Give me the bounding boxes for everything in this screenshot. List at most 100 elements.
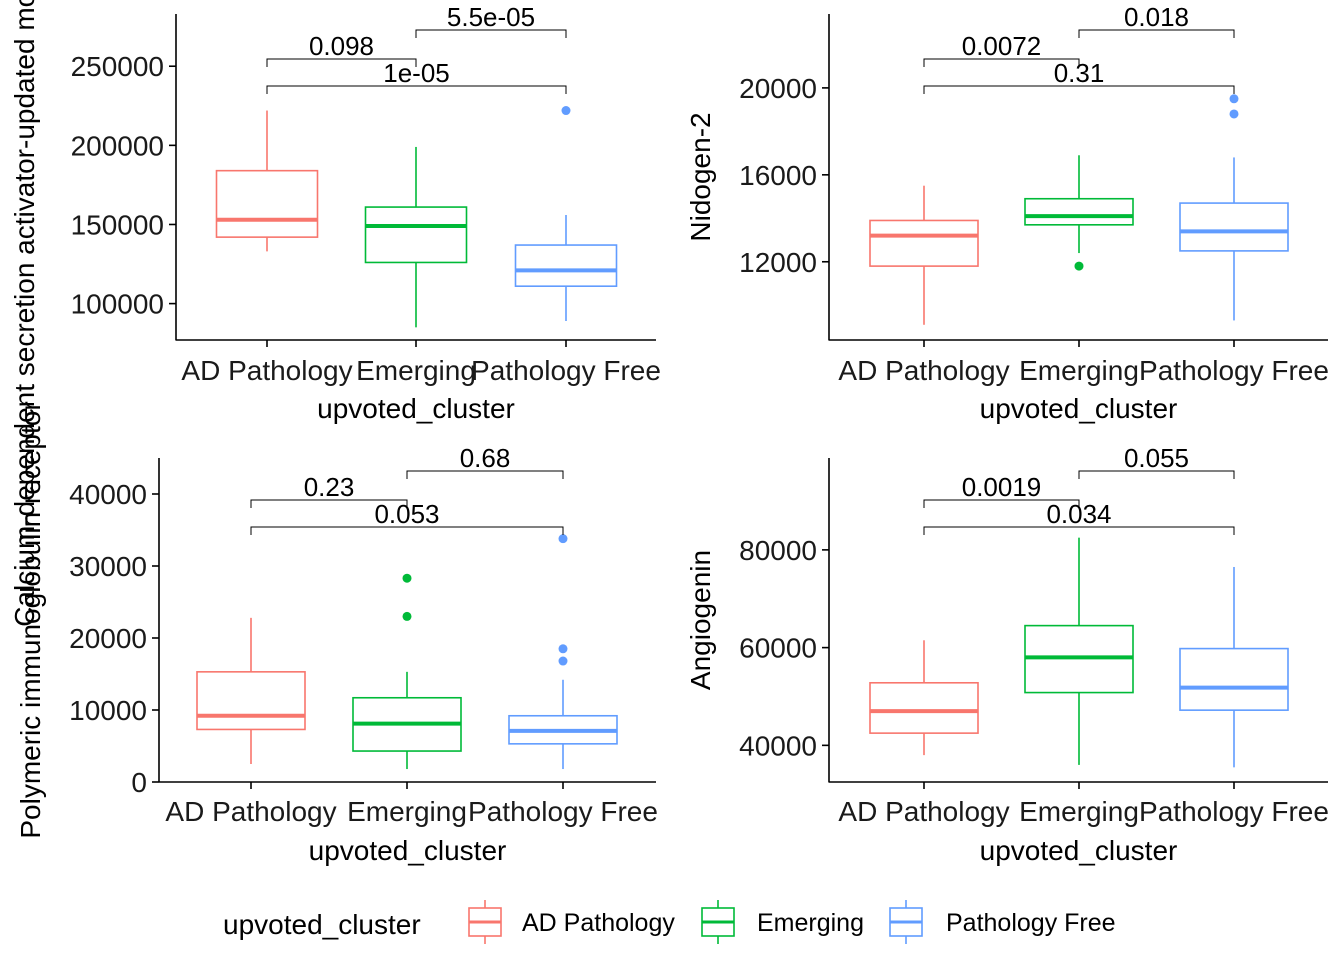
p-value-label: 0.31	[1054, 58, 1105, 88]
legend-label: Emerging	[757, 909, 864, 937]
comparison-emerging-vs-pathology-free: 0.055	[1078, 443, 1235, 479]
box-emerging	[1024, 537, 1134, 765]
x-tick-label-emerging: Emerging	[347, 796, 467, 827]
legend-label: AD Pathology	[522, 909, 675, 937]
y-tick-label: 150000	[71, 209, 164, 240]
bracket	[250, 499, 408, 508]
outlier-point	[1229, 94, 1239, 104]
outlier-point	[558, 644, 568, 654]
bracket	[415, 29, 567, 38]
box-pathology-free	[508, 534, 618, 770]
bracket	[266, 58, 417, 67]
y-axis-title: Angiogenin	[685, 550, 716, 690]
outlier-point	[561, 106, 571, 116]
x-axis-title: upvoted_cluster	[309, 835, 507, 866]
box-ad-pathology	[196, 617, 306, 764]
x-axis-title: upvoted_cluster	[980, 835, 1178, 866]
p-value-label: 1e-05	[383, 58, 450, 88]
comparison-emerging-vs-pathology-free: 0.68	[406, 443, 564, 479]
panel-4: 40000 60000 80000 AD Pathology Emerging Patho…	[685, 443, 1329, 866]
y-tick-label: 10000	[69, 695, 147, 726]
box-pathology-free	[514, 106, 618, 322]
comparison-ad-pathology-vs-pathology-free: 0.034	[923, 499, 1235, 535]
y-tick-label: 16000	[739, 160, 817, 191]
outlier-point	[402, 573, 412, 583]
panel-3: 0 10000 20000 30000 40000 AD Pathology Emergin…	[15, 401, 658, 866]
outlier-point	[402, 611, 412, 621]
comparison-ad-pathology-vs-emerging: 0.23	[250, 472, 408, 508]
legend-title: upvoted_cluster	[223, 909, 421, 940]
x-tick-label-pathology-free: Pathology Free	[468, 796, 658, 827]
box-pathology-free	[1179, 94, 1289, 321]
comparison-emerging-vs-pathology-free: 0.018	[1078, 2, 1235, 38]
y-tick-label: 20000	[739, 73, 817, 104]
y-tick-label: 100000	[71, 289, 164, 320]
box-emerging	[364, 146, 468, 328]
panel-1: 100000 150000 200000 250000 AD Pathology Emer…	[9, 0, 661, 627]
bracket	[250, 526, 564, 535]
legend-item-ad-pathology: AD Pathology	[468, 900, 675, 944]
y-tick-label: 40000	[69, 479, 147, 510]
x-tick-label-ad-pathology: AD Pathology	[838, 796, 1009, 827]
outlier-point	[558, 534, 568, 544]
p-value-label: 0.0019	[962, 472, 1042, 502]
p-value-label: 0.018	[1124, 2, 1189, 32]
p-value-label: 0.0072	[962, 31, 1042, 61]
y-axis-title: Nidogen-2	[685, 112, 716, 241]
x-tick-label-pathology-free: Pathology Free	[1139, 796, 1329, 827]
comparison-emerging-vs-pathology-free: 5.5e-05	[415, 2, 567, 38]
y-tick-label: 20000	[69, 623, 147, 654]
outlier-point	[558, 656, 568, 666]
iqr-box	[196, 671, 306, 731]
bracket	[923, 526, 1235, 535]
comparison-ad-pathology-vs-emerging: 0.0019	[923, 472, 1080, 508]
x-tick-label-emerging: Emerging	[1019, 796, 1139, 827]
outlier-point	[1074, 261, 1084, 271]
p-value-label: 0.23	[304, 472, 355, 502]
y-tick-label: 60000	[739, 633, 817, 664]
p-value-label: 0.055	[1124, 443, 1189, 473]
y-tick-label: 12000	[739, 247, 817, 278]
box-ad-pathology	[869, 185, 979, 325]
y-tick-label: 30000	[69, 551, 147, 582]
x-tick-label-pathology-free: Pathology Free	[1139, 355, 1329, 386]
p-value-label: 0.034	[1046, 499, 1111, 529]
p-value-label: 5.5e-05	[447, 2, 535, 32]
iqr-box	[869, 681, 979, 734]
p-value-label: 0.68	[460, 443, 511, 473]
y-axis-title: Polymeric immunoglobulin receptor	[15, 401, 46, 838]
legend-label: Pathology Free	[946, 909, 1116, 937]
bracket	[266, 85, 567, 94]
comparison-ad-pathology-vs-emerging: 0.098	[266, 31, 417, 67]
iqr-box	[1024, 197, 1134, 226]
legend: upvoted_cluster AD Pathology Emerging Patho…	[223, 900, 1116, 944]
box-ad-pathology	[215, 110, 319, 252]
box-emerging	[1024, 155, 1134, 271]
bracket	[923, 85, 1235, 94]
y-axis-title: Calcium-dependent secretion activator-up…	[9, 0, 40, 627]
iqr-box	[1179, 647, 1289, 711]
bracket	[1078, 29, 1235, 38]
y-tick-label: 200000	[71, 130, 164, 161]
box-ad-pathology	[869, 640, 979, 756]
outlier-point	[1229, 109, 1239, 119]
x-axis-title: upvoted_cluster	[317, 393, 515, 424]
y-tick-label: 80000	[739, 535, 817, 566]
comparison-ad-pathology-vs-emerging: 0.0072	[923, 31, 1080, 67]
comparison-ad-pathology-vs-pathology-free: 1e-05	[266, 58, 567, 94]
box-pathology-free	[1179, 566, 1289, 768]
legend-item-emerging: Emerging	[701, 900, 864, 944]
legend-item-pathology-free: Pathology Free	[889, 900, 1116, 944]
comparison-ad-pathology-vs-pathology-free: 0.053	[250, 499, 564, 535]
y-tick-label: 250000	[71, 51, 164, 82]
bracket	[923, 58, 1080, 67]
iqr-box	[514, 244, 618, 287]
panel-2: 12000 16000 20000 AD Pathology Emerging Patho…	[685, 2, 1329, 424]
iqr-box	[364, 206, 468, 264]
x-tick-label-emerging: Emerging	[1019, 355, 1139, 386]
y-tick-label: 40000	[739, 730, 817, 761]
iqr-box	[869, 219, 979, 267]
x-tick-label-emerging: Emerging	[356, 355, 476, 386]
x-tick-label-ad-pathology: AD Pathology	[838, 355, 1009, 386]
